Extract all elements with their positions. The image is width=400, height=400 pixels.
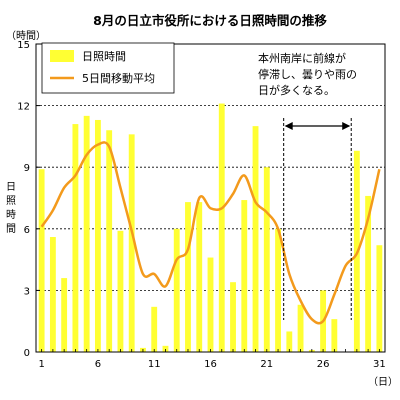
x-tick-label: 6 <box>95 359 101 370</box>
legend: 日照時間 5日間移動平均 <box>41 42 175 94</box>
bar <box>230 282 236 352</box>
annotation: 本州南岸に前線が 停滞し、曇りや雨の 日が多くなる。 <box>258 51 357 320</box>
bar <box>275 228 281 352</box>
x-unit-label: （日） <box>368 376 398 388</box>
bar <box>207 257 214 352</box>
bar <box>241 200 248 352</box>
y-tick-label: 0 <box>24 348 30 359</box>
bar <box>331 319 338 352</box>
bar <box>61 278 68 352</box>
bar <box>173 228 180 352</box>
bar <box>38 169 45 352</box>
annotation-arrow-right-head <box>342 122 351 130</box>
bar <box>151 306 158 352</box>
bar <box>162 345 169 352</box>
legend-swatch-bar <box>50 50 74 62</box>
y-tick-label: 6 <box>24 225 30 236</box>
y-unit-label: （時間） <box>6 30 46 42</box>
legend-label-line: 5日間移動平均 <box>82 71 155 85</box>
bar <box>83 115 90 352</box>
chart-title: 8月の日立市役所における日照時間の推移 <box>93 13 327 28</box>
moving-average-line <box>40 141 381 325</box>
x-tick-label: 21 <box>260 359 273 370</box>
bar <box>286 331 293 352</box>
bar <box>252 126 259 352</box>
y-tick-labels: 0 3 6 9 12 15 <box>17 40 30 359</box>
x-tick-label: 31 <box>373 359 386 370</box>
y-axis-label-char: 日 <box>6 182 16 193</box>
x-tick-label: 26 <box>317 359 330 370</box>
bar <box>297 304 304 352</box>
annotation-range <box>283 118 352 320</box>
legend-label-bar: 日照時間 <box>82 50 126 63</box>
x-tick-label: 1 <box>38 359 44 370</box>
annotation-arrow-left-head <box>284 122 293 130</box>
bar-series <box>38 103 383 353</box>
bar <box>94 119 101 353</box>
y-tick-label: 9 <box>24 163 30 174</box>
y-axis-label: 日照時間 <box>6 182 16 235</box>
bar <box>117 230 124 352</box>
axes <box>35 43 386 353</box>
annotation-line-3: 日が多くなる。 <box>258 83 335 97</box>
y-axis-label-char: 時 <box>6 209 16 221</box>
bar <box>218 103 225 353</box>
bar <box>106 130 113 352</box>
bar <box>263 167 270 352</box>
bar <box>49 237 56 352</box>
y-axis-label-char: 間 <box>6 223 16 235</box>
y-tick-label: 3 <box>24 286 30 297</box>
x-tick-labels: 1 6 11 16 21 26 31 <box>38 359 385 370</box>
annotation-line-2: 停滞し、曇りや雨の <box>258 67 357 81</box>
bar <box>376 245 383 352</box>
x-tick-label: 16 <box>204 359 217 370</box>
bar <box>72 124 79 352</box>
bar <box>128 134 135 352</box>
bar <box>185 202 191 352</box>
annotation-line-1: 本州南岸に前線が <box>258 51 346 65</box>
moving-average-series <box>40 141 381 325</box>
bar <box>196 202 203 352</box>
y-tick-label: 12 <box>17 102 30 113</box>
y-tick-label: 15 <box>17 40 30 51</box>
x-tick-label: 11 <box>148 359 161 370</box>
bar <box>365 195 372 352</box>
y-axis-label-char: 照 <box>6 195 16 207</box>
